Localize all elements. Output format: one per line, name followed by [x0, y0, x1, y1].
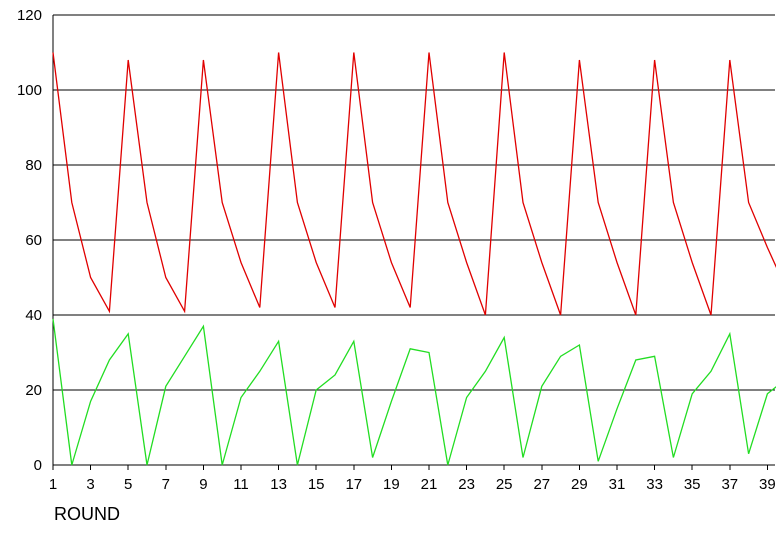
grid-lines — [53, 14, 775, 391]
x-tick-label: 39 — [759, 476, 776, 493]
x-tick-label: 9 — [199, 476, 207, 493]
x-tick-label: 21 — [421, 476, 438, 493]
x-tick-label: 7 — [162, 476, 170, 493]
y-tick-label: 120 — [17, 7, 42, 24]
x-tick-label: 19 — [383, 476, 400, 493]
series-line-1 — [52, 52, 776, 316]
y-tick-label: 100 — [17, 82, 42, 99]
x-tick-label: 27 — [533, 476, 550, 493]
x-tick-label: 23 — [458, 476, 475, 493]
x-tick-label: 31 — [609, 476, 626, 493]
x-tick-label: 5 — [124, 476, 132, 493]
y-tick-label: 80 — [25, 157, 42, 174]
x-tick-label: 3 — [86, 476, 94, 493]
x-tick-label: 35 — [684, 476, 701, 493]
x-axis-label: ROUND — [54, 504, 120, 524]
x-tick-labels: 1 3 5 7 9 11 13 15 17 19 21 23 25 27 29 31 33 35 37 39 — [49, 465, 776, 493]
x-tick-label: 37 — [721, 476, 738, 493]
y-tick-label: 60 — [25, 232, 42, 249]
series-line-2 — [52, 318, 776, 466]
x-tick-label: 13 — [270, 476, 287, 493]
y-tick-label: 40 — [25, 307, 42, 324]
y-tick-label: 20 — [25, 382, 42, 399]
x-tick-label: 15 — [308, 476, 325, 493]
x-tick-label: 33 — [646, 476, 663, 493]
x-tick-label: 25 — [496, 476, 513, 493]
y-tick-labels: 0 20 40 60 80 100 120 — [17, 7, 42, 474]
series-lines — [52, 52, 776, 466]
y-tick-label: 0 — [34, 457, 42, 474]
x-tick-label: 29 — [571, 476, 588, 493]
x-tick-label: 1 — [49, 476, 57, 493]
x-tick-label: 17 — [345, 476, 362, 493]
x-tick-label: 11 — [233, 476, 249, 493]
